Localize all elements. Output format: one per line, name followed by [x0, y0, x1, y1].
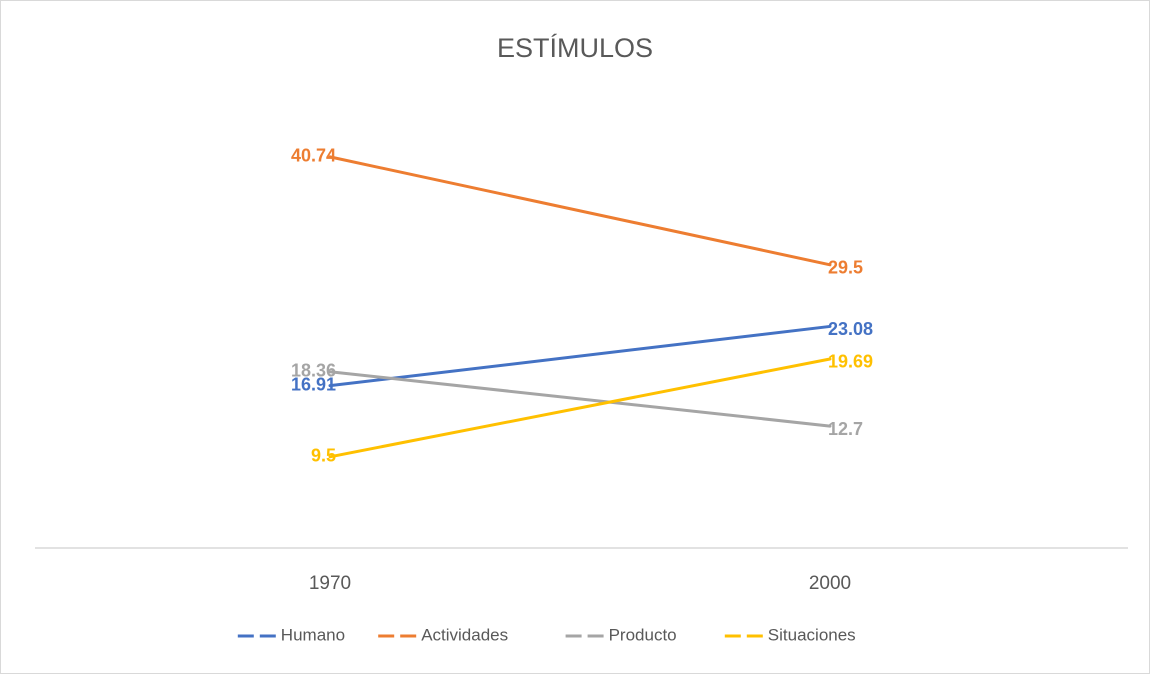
data-label: 29.5	[828, 258, 863, 278]
data-label: 40.74	[291, 146, 336, 166]
chart-title: ESTÍMULOS	[497, 33, 653, 63]
data-label: 9.5	[311, 446, 336, 466]
legend-label: Actividades	[421, 625, 508, 644]
series-line	[328, 324, 832, 388]
data-label: 12.7	[828, 419, 863, 439]
x-tick-label: 2000	[809, 573, 851, 594]
data-label: 23.08	[828, 319, 873, 339]
data-label: 18.36	[291, 360, 336, 380]
x-tick-label: 1970	[309, 573, 351, 594]
series-line	[328, 357, 832, 459]
legend-label: Situaciones	[768, 625, 856, 644]
data-label: 16.91	[291, 374, 336, 394]
series-line	[328, 370, 832, 428]
data-label: 19.69	[828, 352, 873, 372]
legend-label: Producto	[609, 625, 677, 644]
series-line	[328, 155, 832, 267]
legend-label: Humano	[281, 625, 345, 644]
